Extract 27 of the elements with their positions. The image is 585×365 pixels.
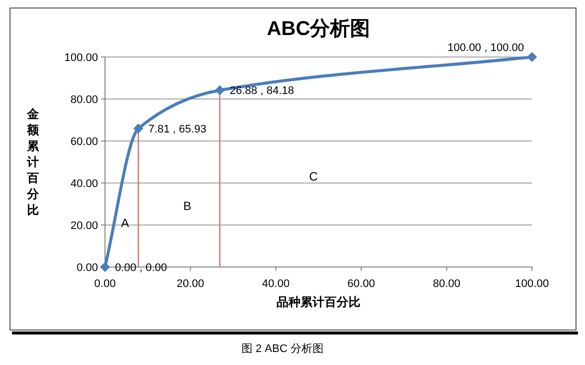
y-tick-label: 40.00: [70, 178, 98, 190]
data-label: 100.00 , 100.00: [448, 42, 524, 54]
annotation: C: [309, 170, 318, 184]
annotation: B: [183, 199, 192, 214]
data-label: 0.00 , 0.00: [115, 262, 167, 274]
data-label: 26.88 , 84.18: [230, 85, 294, 98]
x-tick-label: 80.00: [432, 278, 460, 290]
y-tick-label: 20.00: [70, 220, 98, 232]
x-axis-title: 品种累计百分比: [276, 295, 360, 309]
x-tick-label: 20.00: [176, 278, 204, 290]
point: [527, 52, 537, 62]
y-tick-label: 60.00: [70, 136, 98, 148]
x-tick-label: 100.00: [515, 278, 549, 290]
y-tick-label: 0.00: [76, 262, 98, 274]
chart-title: ABC分析图: [266, 18, 370, 40]
x-tick-label: 40.00: [262, 278, 290, 290]
y-tick-label: 80.00: [70, 94, 98, 106]
caption: 图 2 ABC 分析图: [242, 343, 324, 355]
data-label: 7.81 , 65.93: [148, 124, 206, 136]
point: [100, 262, 110, 272]
x-tick-label: 0.00: [94, 278, 116, 290]
y-axis-title: 金额累计百分比: [26, 107, 40, 217]
point: [214, 85, 225, 96]
x-tick-label: 60.00: [347, 278, 375, 290]
y-tick-label: 100.00: [64, 52, 98, 64]
annotation: A: [121, 216, 130, 230]
point: [133, 124, 144, 134]
